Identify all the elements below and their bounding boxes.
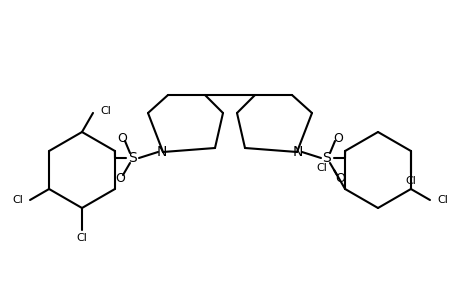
Text: Cl: Cl — [76, 233, 87, 243]
Text: Cl: Cl — [12, 195, 23, 205]
Text: N: N — [292, 145, 302, 159]
Text: O: O — [117, 131, 127, 145]
Text: Cl: Cl — [404, 176, 415, 186]
Text: S: S — [322, 151, 330, 165]
Text: O: O — [334, 172, 344, 184]
Text: Cl: Cl — [436, 195, 447, 205]
Text: Cl: Cl — [315, 163, 326, 173]
Text: S: S — [129, 151, 137, 165]
Text: Cl: Cl — [100, 106, 111, 116]
Text: N: N — [157, 145, 167, 159]
Text: O: O — [332, 131, 342, 145]
Text: O: O — [115, 172, 125, 184]
